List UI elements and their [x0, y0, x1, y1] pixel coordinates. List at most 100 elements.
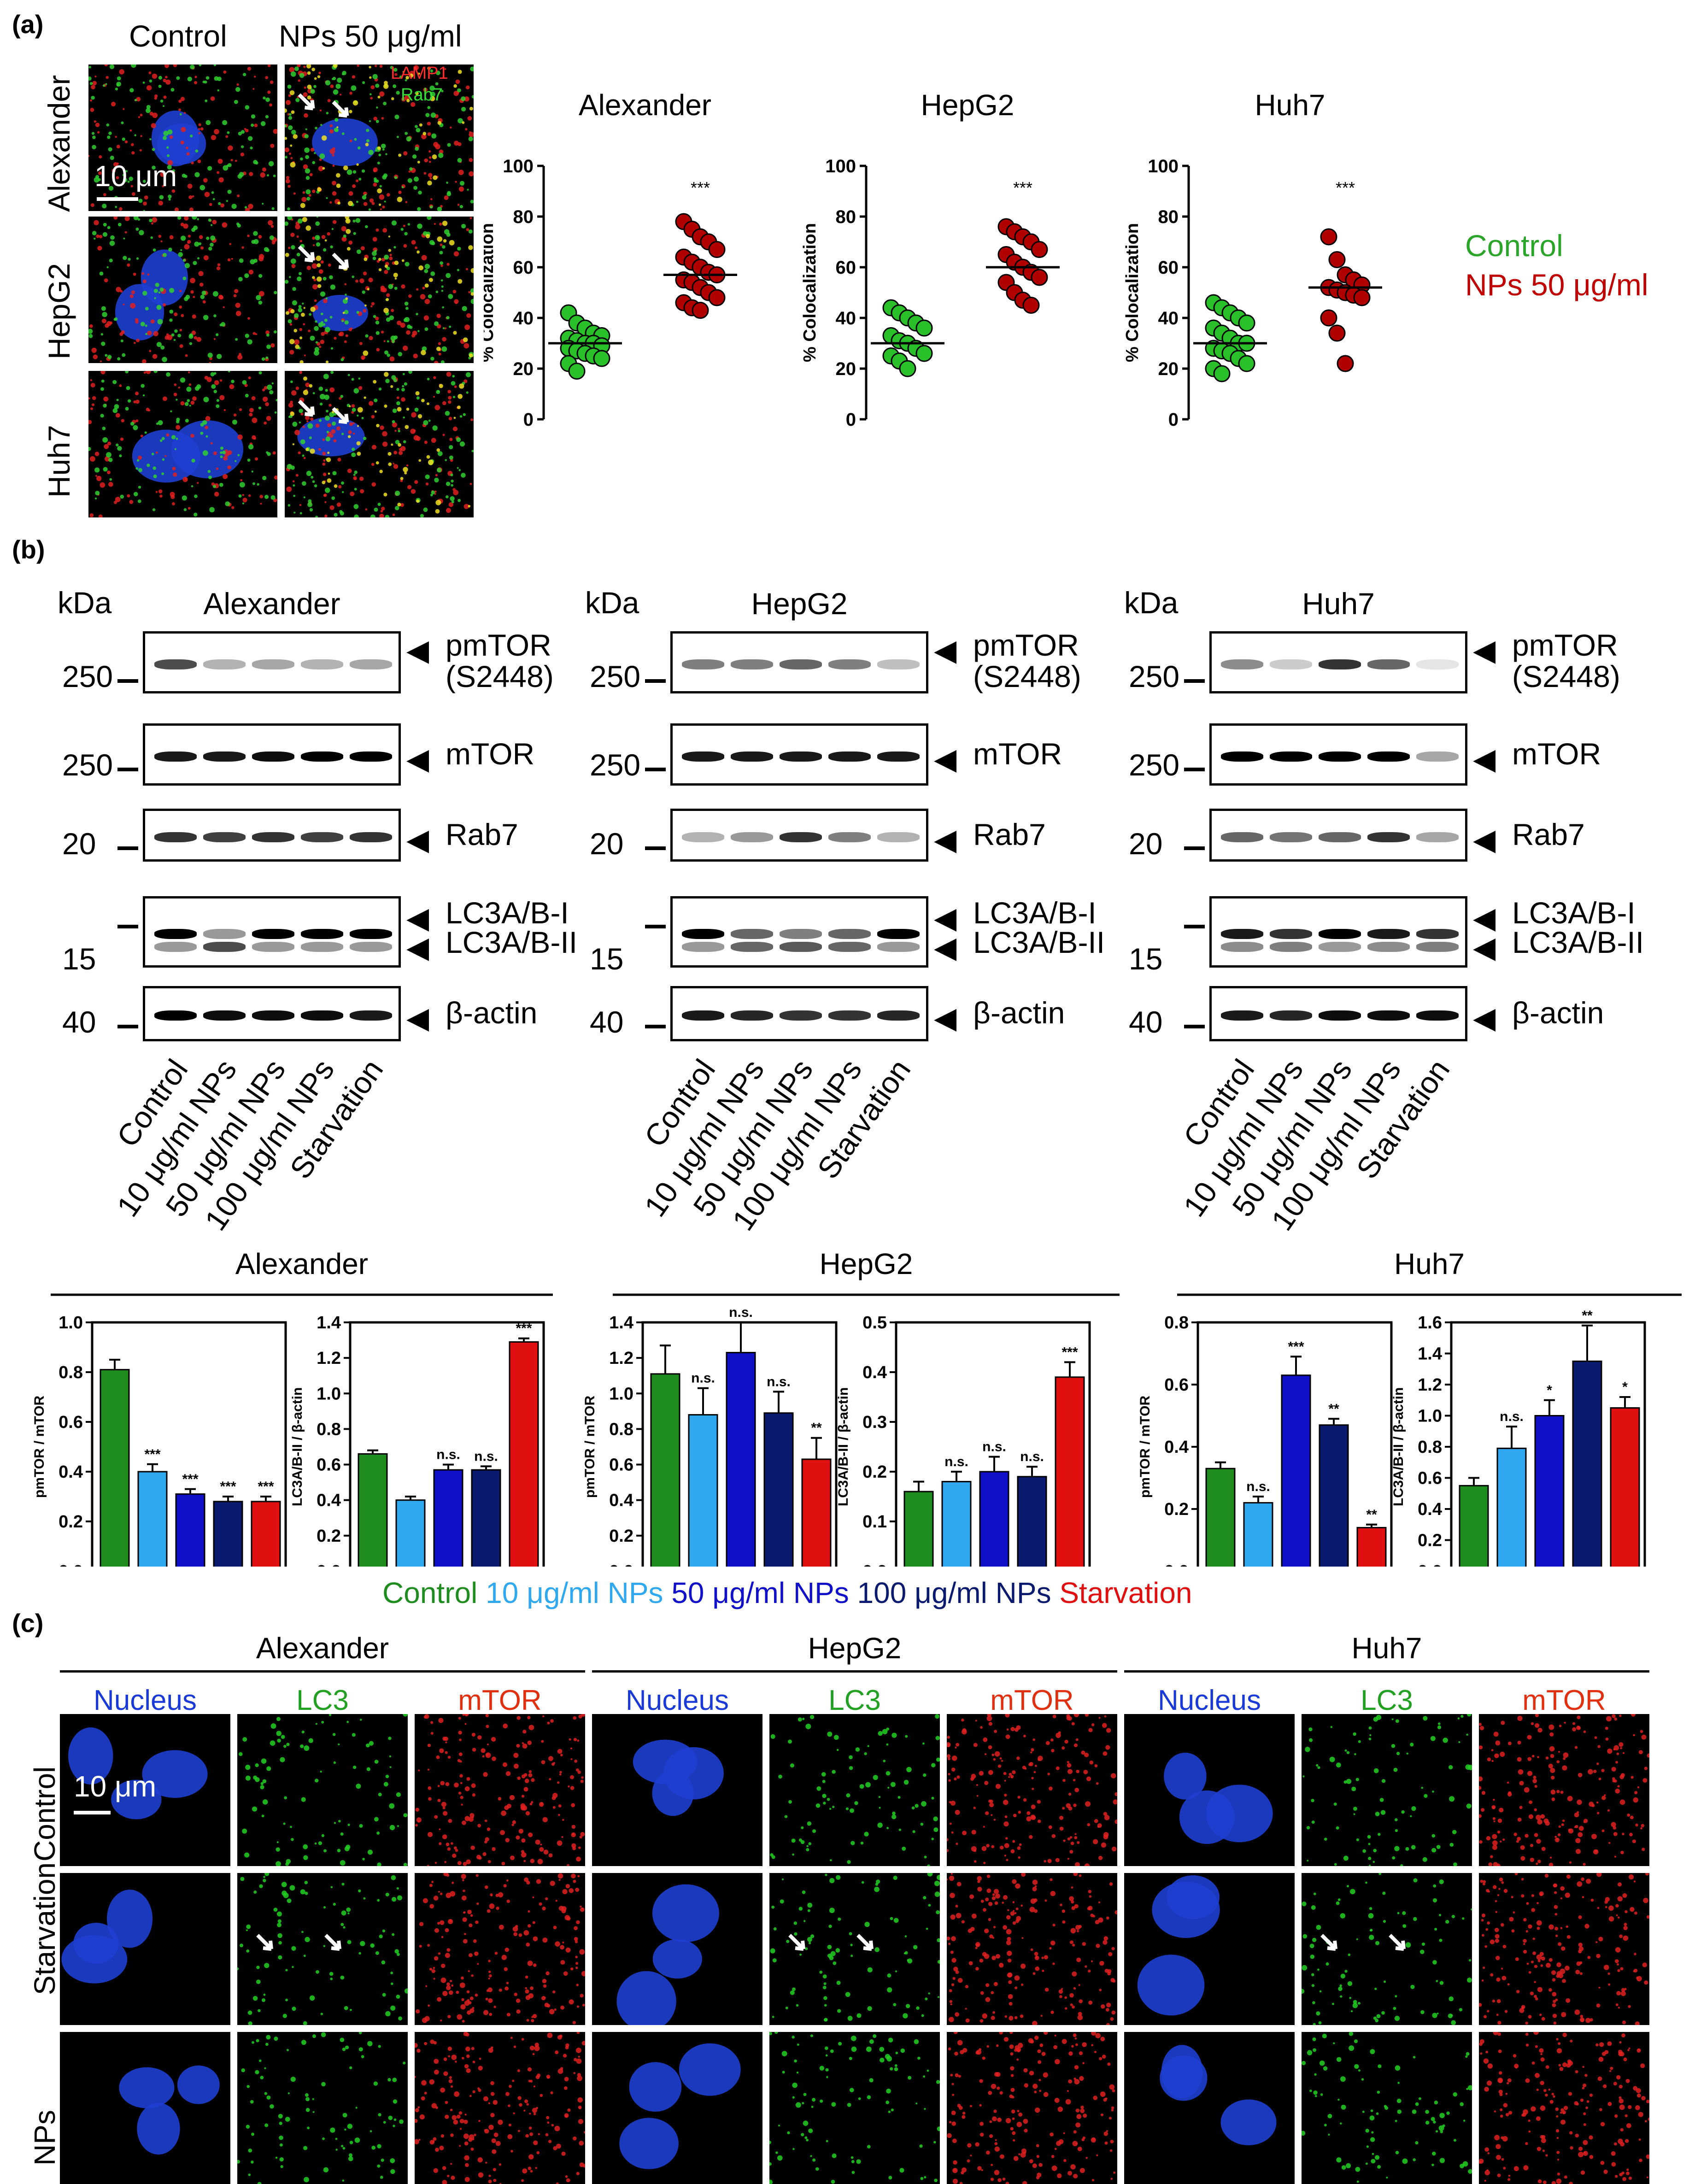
- mw-marker: 250: [590, 659, 640, 694]
- micrograph-c-1-1-2: [769, 2032, 940, 2184]
- bar-ylabel-2: pmTOR / mTOR: [582, 1396, 598, 1498]
- protein-label: Rab7: [1512, 817, 1585, 852]
- bar-ylabel-1: LC3A/B-II / β-actin: [290, 1387, 305, 1506]
- band: [350, 942, 392, 952]
- row-label-alexander: Alexander: [41, 75, 76, 212]
- protein-label: Rab7: [446, 817, 518, 852]
- bar-ytick: 1.6: [1418, 1313, 1442, 1333]
- arrow: ◀: [1473, 633, 1495, 668]
- bar: [1460, 1485, 1488, 1567]
- blot-row-3: [670, 896, 928, 968]
- scatter-point: [1032, 270, 1047, 285]
- scatter-ytick: 60: [513, 258, 534, 278]
- arrow: ◀: [406, 930, 429, 965]
- mw-marker: 20: [590, 826, 623, 861]
- bar-ytick: 0.0: [317, 1562, 341, 1567]
- scatter-ytick: 80: [836, 207, 856, 227]
- significance-mark: ***: [144, 1447, 160, 1462]
- channel-label: mTOR: [1479, 1684, 1649, 1717]
- group-underline-c: [1124, 1670, 1649, 1673]
- significance-mark: n.s.: [1500, 1409, 1524, 1424]
- bar-ytick: 0.0: [59, 1562, 83, 1567]
- mw-marker: 20: [1129, 826, 1162, 861]
- mw-marker: 250: [590, 747, 640, 782]
- scatter-ytick: 80: [1158, 207, 1179, 227]
- scatter-point: [916, 320, 932, 336]
- scatter-point: [709, 242, 725, 258]
- band: [1270, 832, 1312, 842]
- bar: [1018, 1477, 1046, 1567]
- scatter-point: [594, 351, 610, 366]
- scatter-ytick: 40: [836, 308, 856, 329]
- bar: [472, 1470, 500, 1567]
- bar: [434, 1470, 463, 1567]
- scatter-point: [569, 364, 585, 379]
- arrow: ◀: [1473, 930, 1495, 965]
- bar-ytick: 0.8: [1164, 1313, 1189, 1333]
- band: [252, 1010, 294, 1021]
- scatter-ytick: 100: [825, 156, 856, 176]
- bar-ytick: 0.2: [317, 1526, 341, 1546]
- blot-row-1: [670, 723, 928, 786]
- bar-ytick: 0.6: [59, 1413, 83, 1432]
- bar-ytick: 1.2: [1418, 1375, 1442, 1395]
- scatter-significance: ***: [1336, 178, 1355, 197]
- mw-marker: 40: [590, 1004, 623, 1039]
- arrow: ◀: [1473, 822, 1495, 857]
- arrow: ◀: [934, 822, 956, 857]
- protein-label: pmTOR: [1512, 628, 1618, 663]
- scatter-ytick: 0: [846, 410, 856, 430]
- mw-tick: [1184, 846, 1205, 850]
- band: [828, 751, 871, 762]
- band: [1319, 1010, 1361, 1021]
- band: [780, 929, 822, 939]
- band: [301, 929, 343, 939]
- band: [350, 659, 392, 669]
- protein-label: mTOR: [1512, 736, 1601, 771]
- significance-mark: n.s.: [982, 1439, 1006, 1455]
- scatter-point: [1239, 315, 1255, 331]
- micrograph-c-1-0-2: [592, 2032, 762, 2184]
- bar-ytick: 0.0: [609, 1562, 633, 1567]
- bar-ytick: 1.0: [59, 1313, 83, 1333]
- micrograph-c-1-1-1: [769, 1873, 940, 2025]
- band: [350, 1010, 392, 1021]
- scatter-ytick: 20: [513, 359, 534, 379]
- band: [252, 659, 294, 669]
- bar-ylabel-0: pmTOR / mTOR: [32, 1396, 47, 1498]
- micrograph-c-2-0-2: [1124, 2032, 1295, 2184]
- bar: [1497, 1448, 1526, 1567]
- bar-ytick: 1.4: [317, 1313, 341, 1333]
- scatter-point: [1354, 290, 1370, 305]
- band: [1416, 832, 1459, 842]
- bar-ytick: 0.3: [862, 1413, 887, 1432]
- bar-ytick: 1.0: [317, 1384, 341, 1403]
- band: [1319, 942, 1361, 952]
- mw-marker: 15: [1129, 941, 1162, 976]
- blot-title-1: HepG2: [670, 586, 928, 621]
- blot-row-3: [1209, 896, 1467, 968]
- micrograph-c-2-1-1: [1302, 1873, 1472, 2025]
- bar-ytick: 0.6: [1418, 1469, 1442, 1488]
- scale-bar-a: [97, 197, 138, 201]
- bar-ytick: 1.4: [609, 1313, 633, 1333]
- row-label-c-2: NPs: [28, 2110, 62, 2166]
- band: [682, 832, 724, 842]
- protein-label: β-actin: [446, 995, 537, 1030]
- mw-tick: [645, 925, 666, 928]
- blot-row-2: [1209, 809, 1467, 862]
- blot-row-0: [143, 631, 401, 693]
- stain-label-rab7: Rab7: [401, 85, 443, 105]
- channel-label: Nucleus: [1124, 1684, 1295, 1717]
- band: [1270, 1010, 1312, 1021]
- scatter-ylabel-1: % Colocalization: [800, 223, 820, 362]
- band: [828, 929, 871, 939]
- bar-ytick: 1.0: [1418, 1407, 1442, 1426]
- scatter-title-0: Alexander: [579, 88, 711, 122]
- band: [731, 942, 773, 952]
- blot-title-2: Huh7: [1209, 586, 1467, 621]
- band: [1270, 942, 1312, 952]
- bar: [727, 1353, 755, 1567]
